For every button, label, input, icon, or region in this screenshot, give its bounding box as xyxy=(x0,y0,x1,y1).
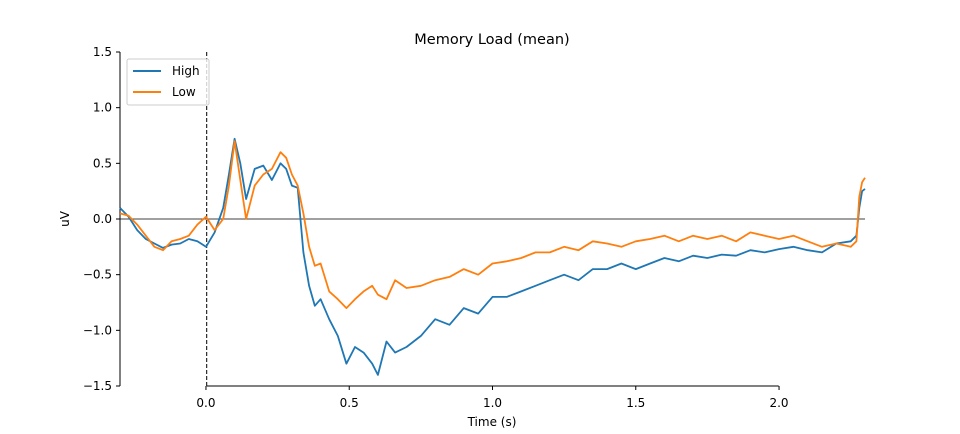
y-tick-label: 1.0 xyxy=(93,101,112,115)
legend: High Low xyxy=(126,58,210,106)
y-tick-label: −1.0 xyxy=(83,323,112,337)
x-tick-label: 2.0 xyxy=(769,396,788,410)
series-line-high xyxy=(119,137,866,376)
x-tick-label: 1.5 xyxy=(626,396,645,410)
chart-title: Memory Load (mean) xyxy=(414,32,569,48)
y-axis: −1.5 −1.0 −0.5 0.0 0.5 1.0 1.5 xyxy=(83,45,121,393)
y-axis-label: uV xyxy=(58,210,72,227)
x-axis-label: Time (s) xyxy=(467,415,517,429)
y-ticks: −1.5 −1.0 −0.5 0.0 0.5 1.0 1.5 xyxy=(83,45,120,393)
x-ticks: 0.0 0.5 1.0 1.5 2.0 xyxy=(196,386,789,410)
x-tick-label: 0.0 xyxy=(196,396,215,410)
y-tick-label: 0.5 xyxy=(93,156,112,170)
y-tick-label: −1.5 xyxy=(83,379,112,393)
series-group xyxy=(119,137,866,376)
x-tick-label: 0.5 xyxy=(340,396,359,410)
y-tick-label: 0.0 xyxy=(93,212,112,226)
x-axis: 0.0 0.5 1.0 1.5 2.0 xyxy=(196,385,789,410)
legend-label-high: High xyxy=(172,64,200,78)
y-tick-label: −0.5 xyxy=(83,268,112,282)
x-tick-label: 1.0 xyxy=(483,396,502,410)
y-tick-label: 1.5 xyxy=(93,45,112,59)
legend-label-low: Low xyxy=(172,85,196,99)
series-line-low xyxy=(119,140,866,310)
